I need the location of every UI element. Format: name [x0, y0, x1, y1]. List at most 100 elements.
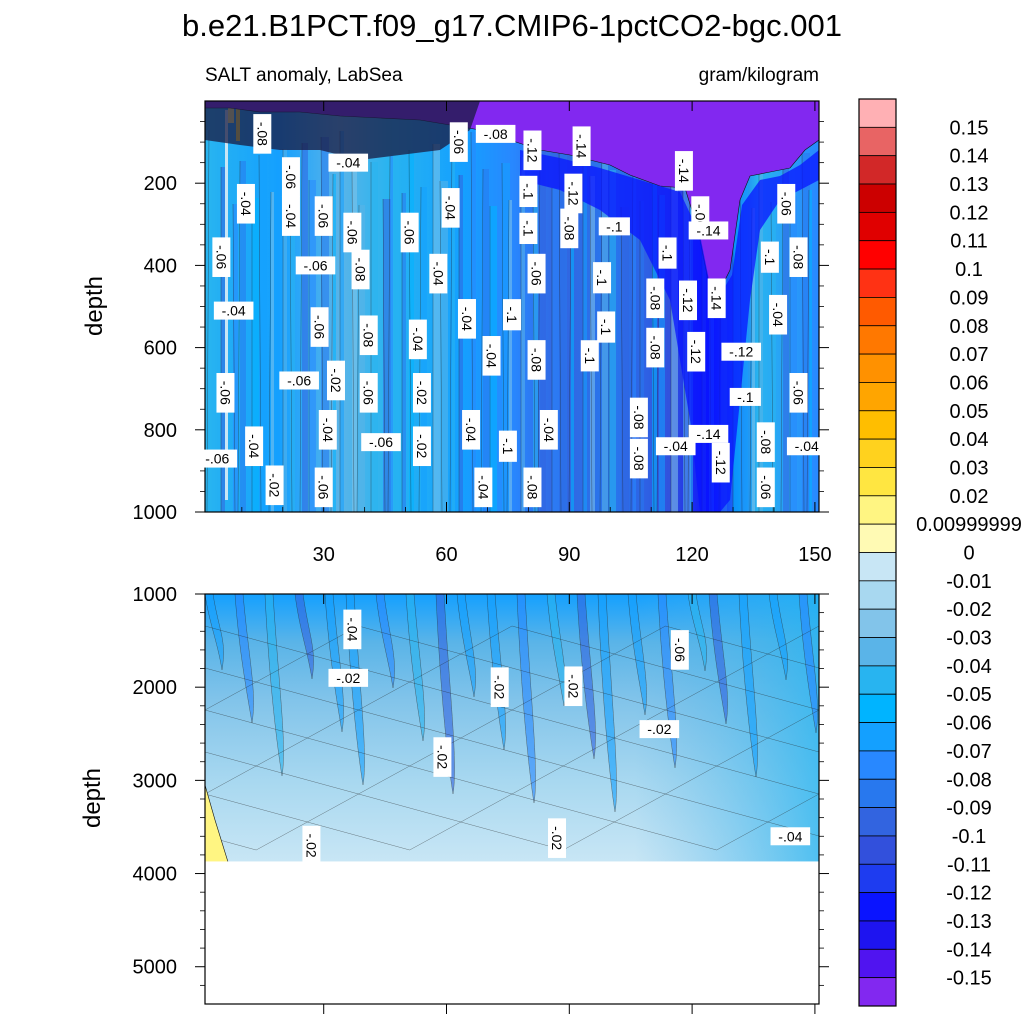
contour-label-text: -.06: [344, 220, 360, 244]
colorbar-tick-label: -0.1: [952, 826, 986, 848]
contour-label: -.02: [490, 667, 509, 707]
upper-field-streak: [221, 167, 225, 512]
colorbar-tick-label: -0.07: [946, 741, 992, 763]
contour-label-bg: [519, 175, 538, 208]
colorbar-swatch: [858, 155, 897, 185]
contour-label-text: -.12: [729, 344, 753, 360]
contour-label-text: -.1: [594, 270, 610, 287]
contour-label-bg: [580, 340, 599, 372]
upper-y-tick-label: 600: [144, 338, 177, 360]
contour-label-bg: [343, 212, 362, 253]
contour-label: -.08: [253, 114, 272, 154]
lower-field-plume: [294, 594, 314, 680]
contour-label: -.06: [279, 371, 319, 390]
contour-label-bg: [351, 249, 370, 290]
upper-field-streak: [633, 164, 636, 512]
contour-label: -.04: [539, 409, 558, 450]
contour-label-bg: [658, 237, 677, 269]
upper-field-streak: [759, 165, 763, 512]
contour-label-bg: [462, 409, 481, 450]
contour-label-text: -.02: [434, 745, 450, 769]
contour-label-text: -.12: [680, 288, 696, 312]
colorbar-tick-label: -0.13: [946, 911, 992, 933]
contour-label-bg: [265, 465, 284, 506]
contour-label-text: -.14: [676, 159, 692, 183]
contour-label-bg: [598, 217, 630, 236]
upper-contour-line: [439, 180, 443, 512]
contour-label: -.12: [711, 442, 730, 483]
contour-label: -.12: [721, 342, 762, 361]
colorbar-swatch: [858, 438, 897, 468]
contour-label-text: -.04: [336, 155, 360, 171]
upper-field-streak: [271, 192, 274, 512]
contour-label-bg: [789, 237, 808, 277]
contour-label-text: -.04: [541, 418, 557, 442]
contour-label: -.1: [519, 175, 538, 208]
contour-label-bg: [572, 126, 591, 167]
upper-field-streak: [802, 153, 810, 512]
contour-label-text: -.02: [414, 381, 430, 405]
colorbar-tick-label: -0.06: [946, 713, 992, 735]
colorbar-tick-label: 0.09: [950, 287, 989, 309]
colorbar-swatch: [858, 722, 897, 752]
contour-label-bg: [245, 426, 264, 467]
contour-label-text: -.06: [758, 475, 774, 499]
contour-label-text: -.08: [631, 447, 647, 471]
contour-label: -.02: [412, 373, 431, 413]
contour-label: -.06: [777, 183, 796, 224]
contour-label-bg: [216, 373, 235, 413]
contour-label-bg: [498, 430, 517, 462]
upper-dark-blue-band: [520, 150, 819, 512]
contour-label-text: -.08: [524, 475, 540, 499]
upper-field-streak: [459, 175, 463, 512]
contour-label-bg: [711, 442, 730, 483]
chart-title: b.e21.B1PCT.f09_g17.CMIP6-1pctCO2-bgc.00…: [182, 8, 842, 43]
contour-label: -.04: [245, 426, 264, 467]
colorbar-swatch: [858, 523, 897, 553]
contour-label-text: -.06: [312, 315, 328, 339]
lower-contour-line: [205, 681, 819, 711]
upper-field-streak: [352, 168, 357, 512]
lower-contour-line: [205, 821, 819, 851]
contour-label-bg: [519, 212, 538, 245]
contour-label-text: -.14: [574, 134, 590, 158]
contour-label: -.08: [359, 315, 378, 356]
lower-field-plume: [687, 594, 707, 672]
contour-label-text: -.06: [287, 372, 311, 388]
contour-label: -.02: [433, 737, 452, 777]
contour-label: -.06: [400, 212, 419, 253]
upper-field-streak: [809, 190, 812, 512]
colorbar-swatch: [858, 807, 897, 837]
contour-label: -.04: [213, 301, 254, 320]
contour-label-text: -.06: [205, 451, 229, 467]
contour-label-text: -.02: [336, 670, 360, 686]
contour-label-bg: [475, 124, 516, 143]
upper-field-streak: [233, 204, 238, 512]
lower-field-plume: [546, 594, 566, 707]
upper-field-streak: [452, 138, 455, 512]
lower-field-plume: [708, 594, 728, 725]
contour-label-bg: [359, 373, 378, 413]
contour-label-bg: [527, 253, 546, 294]
contour-label: -.08: [629, 397, 648, 438]
upper-x-ticks: 30 60 90 120 150: [241, 101, 832, 566]
contour-label-bg: [503, 299, 521, 331]
colorbar-frame: [858, 98, 897, 1007]
colorbar-swatch: [858, 98, 897, 128]
upper-field-streak: [552, 188, 559, 512]
contour-label-text: -.04: [664, 438, 688, 454]
contour-label: -.06: [212, 237, 231, 277]
lower-yellow-corner: [205, 784, 229, 862]
contour-label-text: -.14: [696, 222, 720, 238]
upper-y-ticks: 200 400 600 800 1000: [133, 121, 829, 524]
contour-label-bg: [629, 397, 648, 438]
lower-y-tick-label: 4000: [133, 864, 178, 886]
colorbar-tick-label: 0.1: [955, 259, 983, 281]
colorbar-swatch: [858, 693, 897, 723]
contour-label: -.08: [629, 438, 648, 479]
contour-label: -.08: [789, 237, 808, 277]
contour-label-bg: [687, 331, 706, 372]
colorbar-tick-label: 0.00999999: [916, 514, 1022, 536]
lower-x-ticks: [323, 594, 816, 1014]
colorbar-tick-label: -0.09: [946, 798, 992, 820]
